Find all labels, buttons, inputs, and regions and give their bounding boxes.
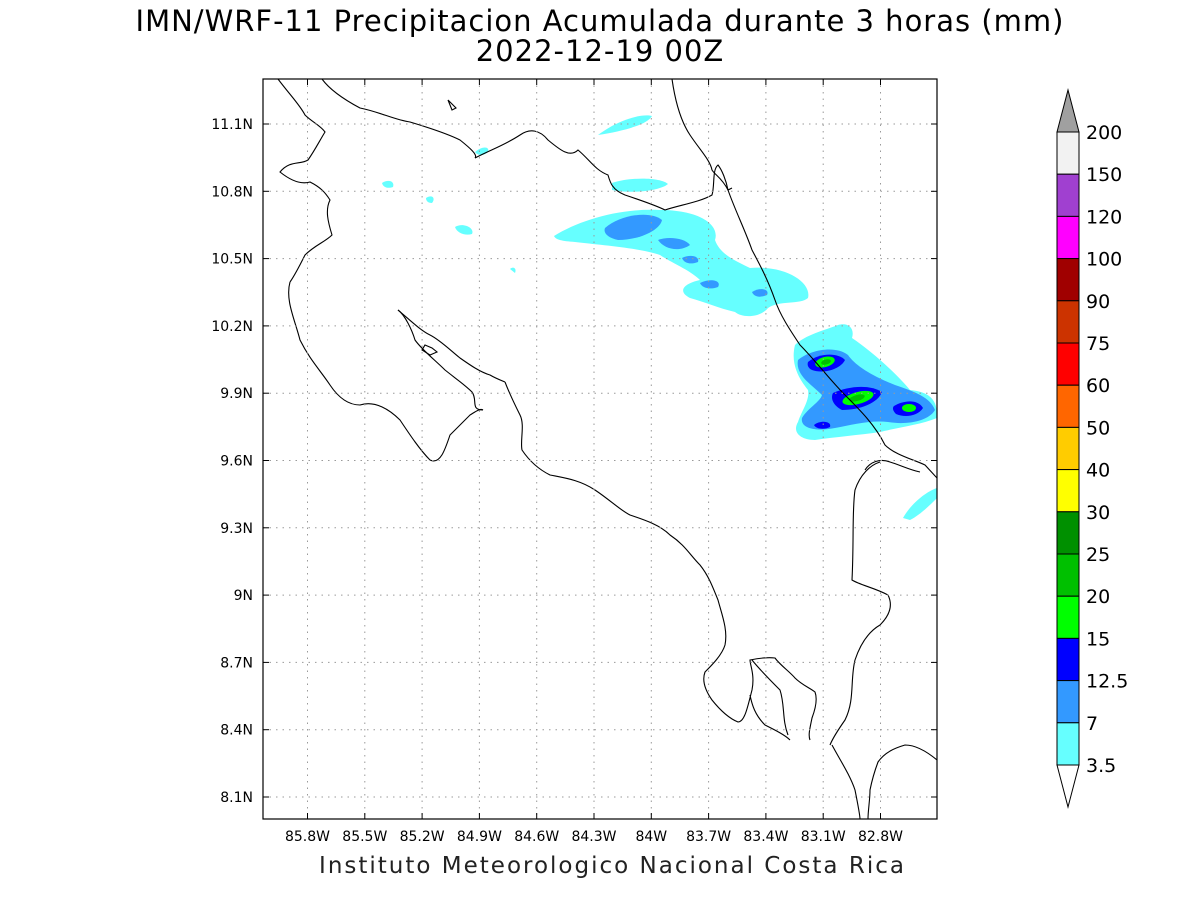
legend-swatch (1056, 511, 1080, 555)
legend-swatch (1056, 215, 1080, 260)
legend-arrow-top (1056, 88, 1080, 133)
legend-swatch (1056, 469, 1080, 513)
legend-label: 7 (1086, 713, 1098, 735)
precipitation-field (382, 115, 937, 520)
legend-swatch (1056, 300, 1080, 344)
legend-label: 25 (1086, 544, 1110, 566)
lat-tick-label: 9N (234, 588, 253, 604)
legend-label: 15 (1086, 628, 1110, 650)
precip-20mm (821, 359, 865, 402)
graticule (263, 79, 937, 819)
legend-swatch (1056, 426, 1080, 471)
lon-tick-label: 83.1W (801, 829, 846, 845)
lat-tick-label: 9.3N (220, 521, 253, 537)
legend-swatch (1056, 131, 1080, 175)
lat-tick-label: 9.9N (220, 386, 253, 402)
legend-swatch (1056, 384, 1080, 428)
legend-label: 60 (1086, 375, 1110, 397)
precip-3-5mm (382, 115, 937, 520)
legend-swatch (1056, 595, 1080, 639)
legend-label: 90 (1086, 291, 1110, 313)
coastline-and-borders (277, 79, 937, 819)
lon-tick-label: 82.8W (858, 829, 903, 845)
legend-swatch (1056, 637, 1080, 682)
legend-label: 150 (1086, 164, 1122, 186)
lon-tick-label: 84.9W (457, 829, 502, 845)
legend-arrow-bottom (1056, 764, 1080, 809)
legend-swatch (1056, 342, 1080, 386)
axis-ticks (263, 79, 937, 819)
lon-tick-label: 85.5W (342, 829, 387, 845)
legend-label: 75 (1086, 333, 1110, 355)
lat-tick-label: 10.8N (211, 184, 253, 200)
longitude-labels: 85.8W 85.5W 85.2W 84.9W 84.6W 84.3W 84W 83.7W 83… (285, 829, 903, 845)
legend-label: 100 (1086, 249, 1122, 271)
legend-swatch (1056, 553, 1080, 597)
legend-label: 3.5 (1086, 755, 1116, 777)
lon-tick-label: 83.4W (743, 829, 788, 845)
lat-tick-label: 10.2N (211, 319, 253, 335)
lon-tick-label: 83.7W (686, 829, 731, 845)
lon-tick-label: 85.2W (400, 829, 445, 845)
lat-tick-label: 11.1N (211, 117, 253, 133)
color-legend-bar: 200 150 120 100 90 75 60 50 40 30 25 20 15 12.5 7 3.5 (1056, 88, 1128, 809)
legend-label: 50 (1086, 417, 1110, 439)
lon-tick-label: 84W (635, 829, 667, 845)
lat-tick-label: 8.7N (220, 655, 253, 671)
lon-tick-label: 84.3W (571, 829, 616, 845)
lon-tick-label: 85.8W (285, 829, 330, 845)
legend-swatch (1056, 258, 1080, 302)
legend-label: 20 (1086, 586, 1110, 608)
legend-label: 12.5 (1086, 671, 1128, 693)
figure-subtitle: 2022-12-19 00Z (475, 34, 725, 68)
plot-frame (262, 78, 938, 820)
legend-label: 40 (1086, 460, 1110, 482)
lat-tick-label: 9.6N (220, 454, 253, 470)
legend-label: 30 (1086, 502, 1110, 524)
institution-credit: Instituto Meteorologico Nacional Costa R… (319, 853, 906, 879)
latitude-labels: 11.1N 10.8N 10.5N 10.2N 9.9N 9.6N 9.3N 9N 8.7N 8.… (211, 117, 253, 806)
legend-label: 200 (1086, 122, 1122, 144)
lat-tick-label: 8.4N (220, 723, 253, 739)
legend-label: 120 (1086, 206, 1122, 228)
lat-tick-label: 10.5N (211, 252, 253, 268)
legend-swatch (1056, 173, 1080, 217)
figure-title: IMN/WRF-11 Precipitacion Acumulada duran… (135, 4, 1065, 38)
legend-swatch (1056, 680, 1080, 724)
lat-tick-label: 8.1N (220, 790, 253, 806)
lon-tick-label: 84.6W (514, 829, 559, 845)
legend-swatch (1056, 722, 1080, 766)
